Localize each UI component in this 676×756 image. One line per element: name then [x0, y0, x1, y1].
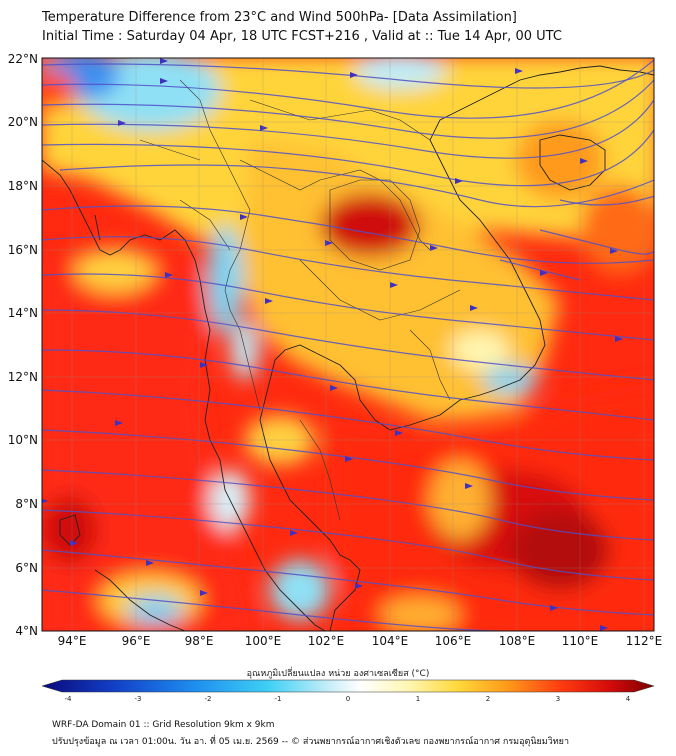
lon-label: 94°E [58, 634, 87, 648]
lat-axis: 4°N 6°N 8°N 10°N 12°N 14°N 16°N 18°N 20°… [8, 52, 38, 638]
colorbar: -4 -3 -2 -1 0 1 2 3 4 [41, 679, 655, 703]
lat-label: 12°N [8, 370, 38, 384]
lat-label: 18°N [8, 179, 38, 193]
footer-credit: ปรับปรุงข้อมูล ณ เวลา 01:00น. วัน อา. ที… [52, 737, 570, 747]
lat-label: 16°N [8, 243, 38, 257]
lat-label: 22°N [8, 52, 38, 66]
lat-label: 10°N [8, 433, 38, 447]
wind-arrows [42, 58, 623, 631]
lat-label: 20°N [8, 115, 38, 129]
colorbar-tick: -4 [65, 695, 73, 703]
lon-label: 98°E [185, 634, 214, 648]
colorbar-bar [41, 679, 655, 693]
map-title: Temperature Difference from 23°C and Win… [42, 10, 517, 25]
colorbar-tick: 0 [346, 695, 350, 703]
lon-label: 100°E [245, 634, 282, 648]
lat-label: 6°N [15, 561, 38, 575]
lon-label: 112°E [626, 634, 663, 648]
colorbar-tick: 2 [486, 695, 490, 703]
lat-label: 14°N [8, 306, 38, 320]
lon-label: 104°E [372, 634, 409, 648]
colorbar-tick: 3 [556, 695, 560, 703]
colorbar-tick: 4 [626, 695, 631, 703]
lon-label: 102°E [308, 634, 345, 648]
lat-label: 4°N [15, 624, 38, 638]
map-subtitle: Initial Time : Saturday 04 Apr, 18 UTC F… [42, 29, 562, 44]
lat-label: 8°N [15, 497, 38, 511]
colorbar-label: อุณหภูมิเปลี่ยนแปลง หน่วย องศาเซลเซียส (… [246, 669, 430, 679]
map-frame [41, 57, 655, 632]
lon-label: 96°E [122, 634, 151, 648]
lon-axis: 94°E 96°E 98°E 100°E 102°E 104°E 106°E 1… [58, 634, 663, 648]
colorbar-tick: 1 [416, 695, 420, 703]
country-borders [139, 79, 461, 521]
lon-label: 106°E [435, 634, 472, 648]
gridlines [42, 58, 654, 631]
colorbar-tick: -3 [135, 695, 142, 703]
lon-label: 108°E [499, 634, 536, 648]
colorbar-tick: -1 [275, 695, 282, 703]
lon-label: 110°E [562, 634, 599, 648]
footer-model-info: WRF-DA Domain 01 :: Grid Resolution 9km … [52, 720, 275, 730]
colorbar-tick: -2 [205, 695, 212, 703]
